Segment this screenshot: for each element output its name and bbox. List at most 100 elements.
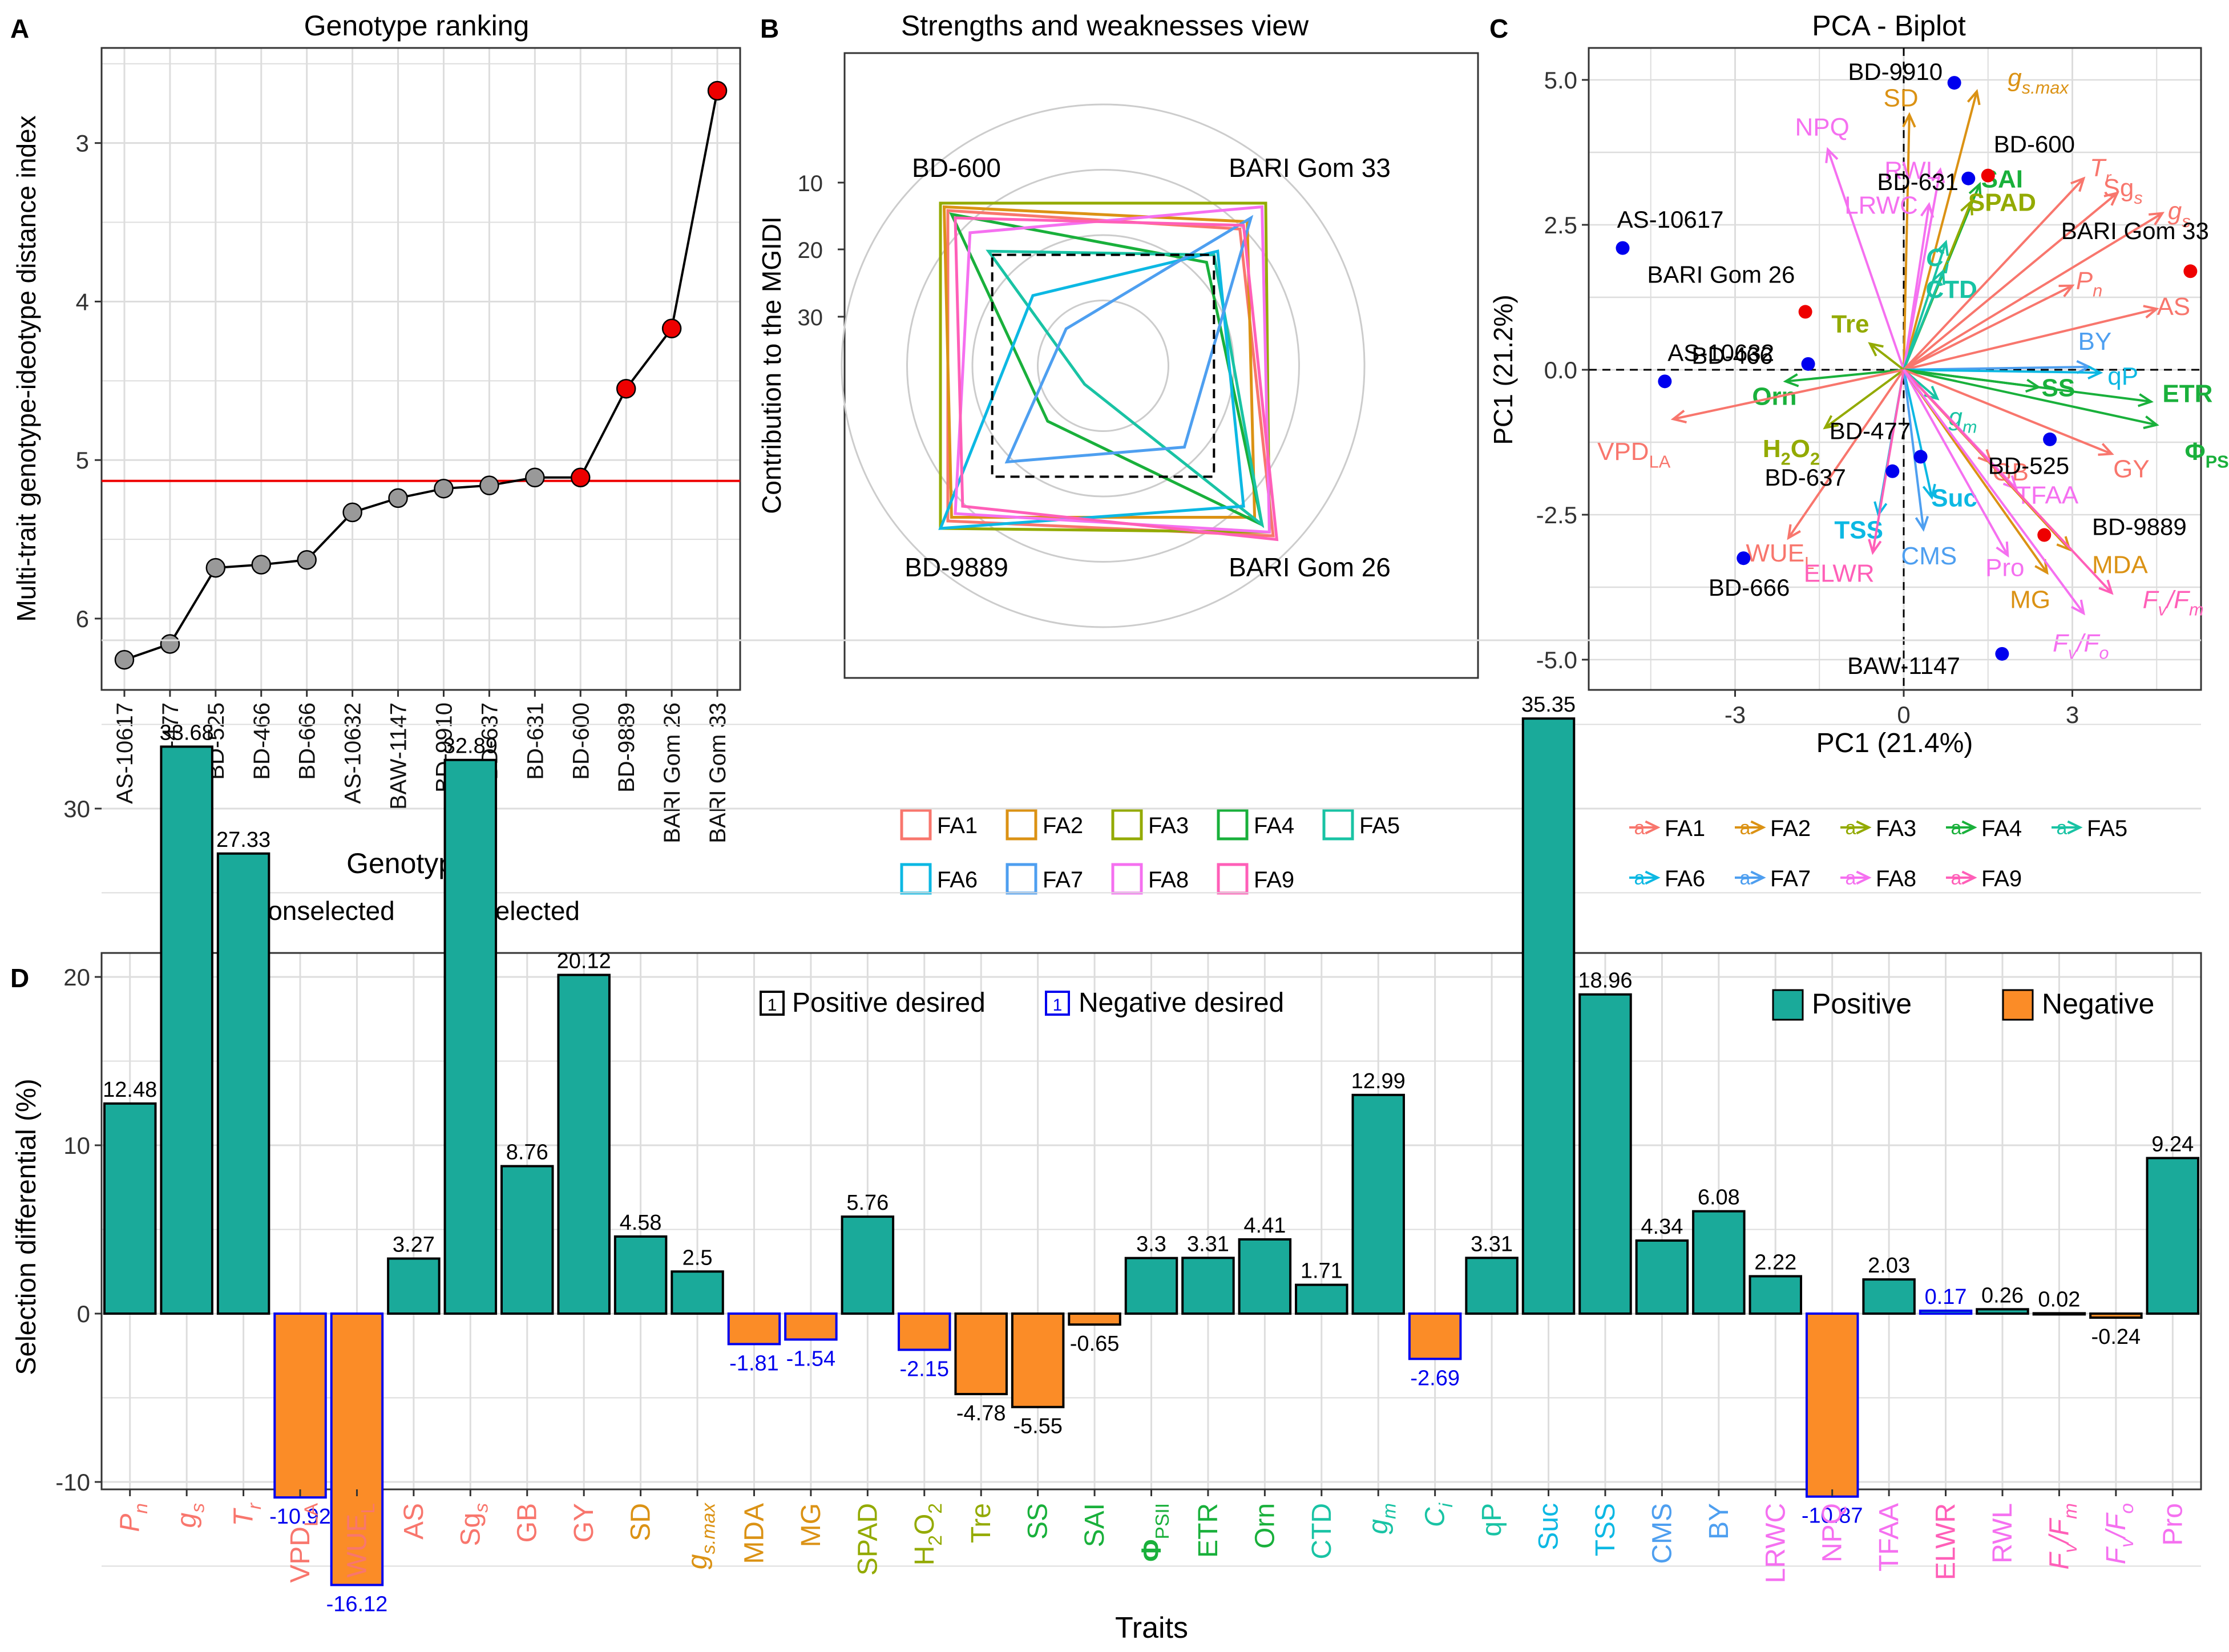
x-tick-label-part: s.max	[698, 1502, 719, 1554]
panel-title: Genotype ranking	[304, 10, 530, 42]
legend-key-arrow	[1840, 870, 1872, 885]
genotype-label: BD-9910	[1848, 58, 1943, 85]
x-tick-label: GY	[569, 1503, 599, 1542]
loading-label: SD	[1884, 84, 1919, 112]
loading-label-part: GY	[2113, 455, 2150, 483]
loading-arrow	[1902, 112, 1916, 370]
genotype-point	[1616, 241, 1630, 255]
legend-label: FA2	[1043, 813, 1083, 838]
loading-arrow-shaft	[1903, 204, 1931, 370]
legend-key-fa1	[900, 809, 932, 841]
bar	[1465, 1257, 1519, 1315]
genotype-point	[661, 318, 682, 338]
loading-arrow-head	[2098, 443, 2114, 456]
x-tick-label: 3	[2066, 701, 2079, 728]
x-tick-label-part: SAI	[1080, 1503, 1110, 1547]
y-tick-label: 10	[63, 1132, 90, 1159]
legend-key-fa2	[1006, 809, 1037, 841]
x-tick-label-part: AS	[399, 1503, 429, 1540]
y-tick-label: 3	[76, 130, 89, 157]
loading-arrow-head	[1932, 269, 1945, 285]
bar	[103, 1102, 157, 1315]
loading-label: ETR	[2162, 380, 2212, 408]
bar-value-label: 27.33	[216, 828, 270, 852]
bar	[1692, 1210, 1746, 1315]
x-tick-label: MG	[796, 1503, 826, 1547]
bar-value-label: 4.34	[1641, 1215, 1683, 1239]
loading-label-part: F	[2143, 585, 2159, 613]
genotype-point	[1995, 647, 2009, 661]
loading-arrow	[1903, 269, 1945, 370]
radar-ring	[1037, 300, 1169, 432]
loading-label-part: H	[1763, 435, 1781, 463]
x-tick-label: Tre	[966, 1503, 996, 1543]
loading-arrow-head	[2137, 393, 2154, 407]
axis-title-y: Multi-trait genotype-ideotype distance i…	[11, 115, 41, 621]
genotype-point	[388, 488, 408, 508]
genotype-point	[479, 475, 499, 495]
loading-label-part: BY	[2078, 328, 2112, 356]
legend-key-arrow-head	[2067, 820, 2083, 835]
bar	[841, 1215, 895, 1315]
bar-value-label: 0.26	[1981, 1283, 2024, 1307]
loading-arrow-shaft	[1827, 149, 1905, 370]
x-tick-label: SS	[1023, 1503, 1053, 1540]
bar	[1408, 1312, 1462, 1360]
x-tick-label-part: Tre	[966, 1503, 996, 1543]
x-tick-label: TFAA	[1874, 1503, 1904, 1572]
legend-label: FA9	[1254, 867, 1294, 892]
legend-key-arrow	[1735, 820, 1766, 835]
loading-label-part: v	[2068, 643, 2078, 663]
x-tick-label: Pn	[115, 1503, 152, 1532]
loading-arrow	[1670, 369, 1904, 423]
x-tick-label-part: 2	[925, 1503, 946, 1514]
bar	[1181, 1257, 1235, 1315]
ring-label: 10	[798, 171, 823, 196]
loading-label: TFAA	[2016, 481, 2079, 509]
radar-series-fa6	[938, 249, 1245, 530]
x-tick-label: H2O2	[910, 1503, 946, 1565]
bar	[1124, 1257, 1178, 1315]
bar	[898, 1312, 951, 1351]
x-tick-label: Ci	[1420, 1502, 1457, 1527]
corner-label: BARI Gom 26	[1229, 552, 1391, 582]
x-tick-label-part: TSS	[1590, 1503, 1621, 1556]
bar	[1351, 1093, 1405, 1315]
bar-value-label: 18.96	[1578, 969, 1632, 993]
bar-value-label: 35.35	[1521, 693, 1576, 717]
x-tick-label-part: 2	[925, 1535, 946, 1546]
legend-key-fa7: a	[1735, 867, 1766, 889]
loading-label: SPAD	[1968, 188, 2036, 216]
bar	[273, 1312, 327, 1499]
loading-arrow-head	[1915, 516, 1929, 532]
loading-arrow	[1903, 369, 2009, 558]
x-tick-label-part: m	[2060, 1503, 2081, 1519]
x-tick-label-part: o	[2117, 1503, 2138, 1514]
legend-key-arrow-head	[1856, 820, 1872, 835]
bar	[1749, 1275, 1803, 1315]
loading-label-part: g	[2168, 197, 2182, 225]
loading-arrow	[1903, 369, 1936, 500]
loading-label: Tr	[2090, 154, 2112, 187]
bar-value-label: 8.76	[506, 1141, 548, 1165]
plot-border	[100, 47, 741, 691]
genotype-point	[205, 558, 226, 578]
genotype-label: BD-477	[1830, 418, 1911, 445]
bar	[387, 1257, 441, 1315]
bar-value-label: 12.48	[103, 1078, 157, 1102]
loading-arrow-shaft	[1903, 91, 1978, 370]
loading-arrow	[1823, 369, 1905, 430]
loading-label-part: CMS	[1901, 542, 1957, 570]
x-tick-label-part: C	[1420, 1507, 1451, 1527]
bar-value-label: -16.12	[326, 1593, 388, 1617]
loading-arrow-head	[1787, 524, 1801, 540]
loading-arrow-shaft	[1903, 241, 1947, 370]
loading-arrow-shaft	[1903, 308, 2157, 371]
x-tick-label-part: Suc	[1534, 1503, 1564, 1550]
loading-arrow-head	[2070, 176, 2086, 192]
loading-arrow	[1783, 369, 1904, 387]
loading-arrow	[1903, 176, 2086, 371]
legend-label: FA5	[1359, 813, 1400, 838]
loading-label-part: F	[2053, 629, 2069, 657]
x-tick-label: Tr	[229, 1502, 265, 1526]
